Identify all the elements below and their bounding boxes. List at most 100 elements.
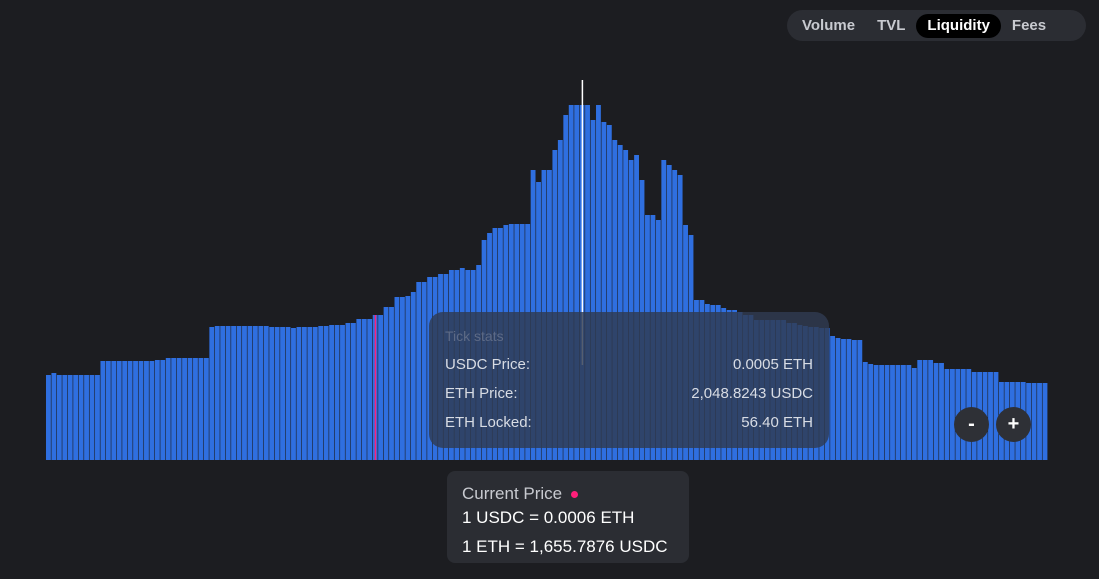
liquidity-bar[interactable] — [835, 338, 841, 460]
liquidity-bar[interactable] — [628, 160, 634, 460]
liquidity-bar[interactable] — [160, 360, 166, 460]
liquidity-bar[interactable] — [193, 358, 198, 460]
liquidity-bar[interactable] — [949, 369, 955, 460]
liquidity-bar[interactable] — [857, 340, 863, 460]
liquidity-bar[interactable] — [421, 282, 427, 460]
liquidity-bar[interactable] — [127, 361, 133, 460]
tab-tvl[interactable]: TVL — [877, 16, 906, 34]
liquidity-bar[interactable] — [236, 326, 242, 460]
liquidity-bar[interactable] — [307, 327, 313, 460]
liquidity-bar[interactable] — [154, 360, 160, 460]
liquidity-bar[interactable] — [116, 361, 122, 460]
liquidity-bar[interactable] — [568, 105, 574, 460]
liquidity-bar[interactable] — [269, 327, 275, 460]
liquidity-bar[interactable] — [318, 326, 324, 460]
liquidity-bar[interactable] — [890, 365, 895, 460]
liquidity-bar[interactable] — [122, 361, 128, 460]
liquidity-bar[interactable] — [993, 372, 999, 460]
liquidity-bar[interactable] — [220, 326, 226, 460]
liquidity-bar[interactable] — [111, 361, 117, 460]
liquidity-bar[interactable] — [323, 326, 329, 460]
liquidity-bar[interactable] — [89, 375, 95, 460]
zoom-in-button[interactable]: + — [996, 407, 1031, 442]
liquidity-bar[interactable] — [329, 325, 335, 460]
liquidity-bar[interactable] — [138, 361, 144, 460]
liquidity-bar[interactable] — [252, 326, 258, 460]
liquidity-bar[interactable] — [873, 365, 879, 460]
liquidity-bar[interactable] — [378, 315, 384, 460]
liquidity-bar[interactable] — [917, 360, 923, 460]
liquidity-bar[interactable] — [416, 282, 422, 460]
liquidity-bar[interactable] — [1037, 383, 1042, 460]
liquidity-bar[interactable] — [879, 365, 885, 460]
liquidity-bar[interactable] — [939, 363, 944, 460]
liquidity-bar[interactable] — [280, 327, 286, 460]
tab-fees[interactable]: Fees — [1011, 16, 1047, 34]
liquidity-bar[interactable] — [552, 150, 558, 460]
liquidity-bar[interactable] — [601, 122, 607, 460]
liquidity-bar[interactable] — [410, 292, 416, 460]
liquidity-bar[interactable] — [133, 361, 138, 460]
liquidity-bar[interactable] — [906, 365, 912, 460]
liquidity-bar[interactable] — [394, 297, 400, 460]
liquidity-bar[interactable] — [67, 375, 73, 460]
liquidity-bar[interactable] — [988, 372, 993, 460]
liquidity-bar[interactable] — [247, 326, 253, 460]
liquidity-bar[interactable] — [356, 319, 362, 460]
liquidity-bar[interactable] — [301, 327, 307, 460]
liquidity-bar[interactable] — [922, 360, 928, 460]
liquidity-bar[interactable] — [1042, 383, 1048, 460]
liquidity-bar[interactable] — [285, 327, 291, 460]
liquidity-bar[interactable] — [95, 375, 100, 460]
liquidity-bar[interactable] — [144, 361, 149, 460]
liquidity-bar[interactable] — [367, 319, 373, 460]
liquidity-bar[interactable] — [617, 145, 623, 460]
zoom-out-button[interactable]: - — [954, 407, 989, 442]
liquidity-bar[interactable] — [851, 340, 857, 460]
liquidity-bar[interactable] — [214, 326, 220, 460]
liquidity-bar[interactable] — [596, 105, 601, 460]
liquidity-bar[interactable] — [895, 365, 901, 460]
liquidity-bar[interactable] — [176, 358, 182, 460]
liquidity-bar[interactable] — [62, 375, 68, 460]
liquidity-bar[interactable] — [46, 375, 51, 460]
liquidity-bar[interactable] — [345, 323, 351, 460]
liquidity-bar[interactable] — [399, 297, 405, 460]
liquidity-bar[interactable] — [661, 160, 667, 460]
liquidity-bar[interactable] — [84, 375, 89, 460]
liquidity-bar[interactable] — [928, 360, 934, 460]
liquidity-bar[interactable] — [933, 363, 939, 460]
liquidity-bar[interactable] — [78, 375, 84, 460]
liquidity-bar[interactable] — [105, 361, 111, 460]
liquidity-bar[interactable] — [361, 319, 367, 460]
liquidity-bar[interactable] — [274, 327, 280, 460]
liquidity-bar[interactable] — [612, 140, 618, 460]
liquidity-bar[interactable] — [73, 375, 79, 460]
liquidity-bar[interactable] — [634, 155, 639, 460]
tab-liquidity[interactable]: Liquidity — [916, 13, 1001, 38]
liquidity-bar[interactable] — [203, 358, 209, 460]
liquidity-bar[interactable] — [340, 325, 345, 460]
liquidity-bar[interactable] — [187, 358, 193, 460]
liquidity-bar[interactable] — [231, 326, 236, 460]
liquidity-bar[interactable] — [590, 120, 596, 460]
liquidity-bar[interactable] — [242, 326, 247, 460]
liquidity-bar[interactable] — [51, 373, 57, 460]
tab-volume[interactable]: Volume — [802, 16, 856, 34]
liquidity-bar[interactable] — [868, 364, 874, 460]
liquidity-bar[interactable] — [312, 327, 318, 460]
liquidity-bar[interactable] — [198, 358, 204, 460]
liquidity-bar[interactable] — [296, 327, 302, 460]
liquidity-bar[interactable] — [557, 140, 563, 460]
liquidity-bar[interactable] — [350, 323, 356, 460]
liquidity-bar[interactable] — [334, 325, 340, 460]
liquidity-bar[interactable] — [830, 336, 836, 460]
liquidity-bar[interactable] — [263, 326, 269, 460]
liquidity-bar[interactable] — [900, 365, 906, 460]
liquidity-bar[interactable] — [56, 375, 62, 460]
liquidity-bar[interactable] — [862, 362, 868, 460]
liquidity-bar[interactable] — [846, 339, 852, 460]
liquidity-bar[interactable] — [389, 307, 394, 460]
liquidity-bar[interactable] — [841, 339, 846, 460]
liquidity-bar[interactable] — [563, 115, 569, 460]
